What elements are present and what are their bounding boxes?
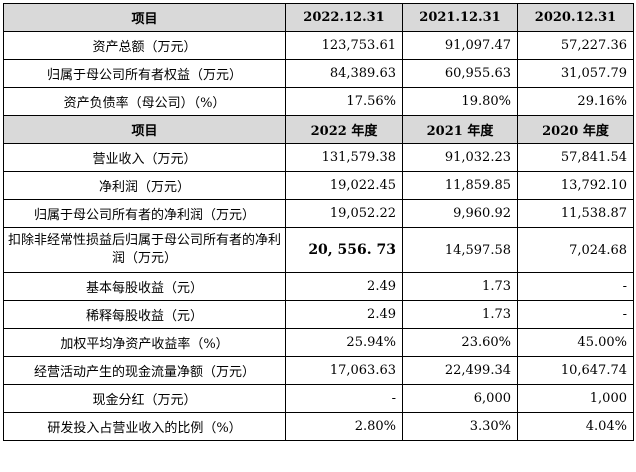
row-label: 经营活动产生的现金流量净额（万元） xyxy=(3,356,286,385)
cell-value: 6,000 xyxy=(402,384,518,413)
table-row: 现金分红（万元） - 6,000 1,000 xyxy=(3,384,634,413)
header-2022-annual: 2022 年度 xyxy=(285,115,403,144)
row-label: 资产总额（万元） xyxy=(3,31,286,60)
table-row: 扣除非经常性损益后归属于母公司所有者的净利润（万元） 20, 556. 73 1… xyxy=(3,227,634,273)
cell-value: 3.30% xyxy=(402,412,518,441)
cell-value: 4.04% xyxy=(517,412,634,441)
cell-value: 29.16% xyxy=(517,87,634,116)
row-label: 加权平均净资产收益率（%） xyxy=(3,328,286,357)
header-2022-12-31: 2022.12.31 xyxy=(285,3,403,32)
row-label: 研发投入占营业收入的比例（%） xyxy=(3,412,286,441)
cell-value: 7,024.68 xyxy=(517,227,634,273)
cell-value: - xyxy=(285,384,403,413)
cell-value: 2.49 xyxy=(285,272,403,301)
header-row-annual: 项目 2022 年度 2021 年度 2020 年度 xyxy=(3,115,634,144)
row-label: 归属于母公司所有者权益（万元） xyxy=(3,59,286,88)
table-row: 资产负债率（母公司）（%） 17.56% 19.80% 29.16% xyxy=(3,87,634,116)
cell-value: 20, 556. 73 xyxy=(285,227,403,273)
financial-summary-table: 项目 2022.12.31 2021.12.31 2020.12.31 资产总额… xyxy=(3,3,634,441)
cell-value: 13,792.10 xyxy=(517,171,634,200)
header-2021-annual: 2021 年度 xyxy=(402,115,518,144)
table-row: 净利润（万元） 19,022.45 11,859.85 13,792.10 xyxy=(3,171,634,200)
table-row: 资产总额（万元） 123,753.61 91,097.47 57,227.36 xyxy=(3,31,634,60)
cell-value: 17,063.63 xyxy=(285,356,403,385)
cell-value: 17.56% xyxy=(285,87,403,116)
cell-value: 19,052.22 xyxy=(285,199,403,228)
cell-value: 11,538.87 xyxy=(517,199,634,228)
cell-value: 14,597.58 xyxy=(402,227,518,273)
cell-value: 22,499.34 xyxy=(402,356,518,385)
table-row: 研发投入占营业收入的比例（%） 2.80% 3.30% 4.04% xyxy=(3,412,634,441)
cell-value: 57,841.54 xyxy=(517,143,634,172)
header-item: 项目 xyxy=(3,3,286,32)
row-label: 扣除非经常性损益后归属于母公司所有者的净利润（万元） xyxy=(3,227,286,273)
row-label: 现金分红（万元） xyxy=(3,384,286,413)
cell-value: 84,389.63 xyxy=(285,59,403,88)
header-row-balance: 项目 2022.12.31 2021.12.31 2020.12.31 xyxy=(3,3,634,32)
cell-value: - xyxy=(517,300,634,329)
cell-value: 57,227.36 xyxy=(517,31,634,60)
row-label: 净利润（万元） xyxy=(3,171,286,200)
header-item: 项目 xyxy=(3,115,286,144)
table-row: 经营活动产生的现金流量净额（万元） 17,063.63 22,499.34 10… xyxy=(3,356,634,385)
cell-value: 25.94% xyxy=(285,328,403,357)
cell-value: 11,859.85 xyxy=(402,171,518,200)
row-label: 基本每股收益（元） xyxy=(3,272,286,301)
header-2020-12-31: 2020.12.31 xyxy=(517,3,634,32)
header-2020-annual: 2020 年度 xyxy=(517,115,634,144)
cell-value: 91,097.47 xyxy=(402,31,518,60)
cell-value: 9,960.92 xyxy=(402,199,518,228)
cell-value: 10,647.74 xyxy=(517,356,634,385)
cell-value: 23.60% xyxy=(402,328,518,357)
cell-value: 45.00% xyxy=(517,328,634,357)
header-2021-12-31: 2021.12.31 xyxy=(402,3,518,32)
cell-value: 60,955.63 xyxy=(402,59,518,88)
cell-value: 1.73 xyxy=(402,300,518,329)
table-row: 基本每股收益（元） 2.49 1.73 - xyxy=(3,272,634,301)
row-label: 稀释每股收益（元） xyxy=(3,300,286,329)
table-row: 加权平均净资产收益率（%） 25.94% 23.60% 45.00% xyxy=(3,328,634,357)
cell-value: 91,032.23 xyxy=(402,143,518,172)
cell-value: 19,022.45 xyxy=(285,171,403,200)
cell-value: 1,000 xyxy=(517,384,634,413)
cell-value: 131,579.38 xyxy=(285,143,403,172)
cell-value: 31,057.79 xyxy=(517,59,634,88)
row-label: 营业收入（万元） xyxy=(3,143,286,172)
row-label: 资产负债率（母公司）（%） xyxy=(3,87,286,116)
table-row: 归属于母公司所有者权益（万元） 84,389.63 60,955.63 31,0… xyxy=(3,59,634,88)
cell-value: - xyxy=(517,272,634,301)
table-row: 营业收入（万元） 131,579.38 91,032.23 57,841.54 xyxy=(3,143,634,172)
cell-value: 2.49 xyxy=(285,300,403,329)
cell-value: 19.80% xyxy=(402,87,518,116)
table-row: 归属于母公司所有者的净利润（万元） 19,052.22 9,960.92 11,… xyxy=(3,199,634,228)
cell-value: 123,753.61 xyxy=(285,31,403,60)
row-label: 归属于母公司所有者的净利润（万元） xyxy=(3,199,286,228)
table-row: 稀释每股收益（元） 2.49 1.73 - xyxy=(3,300,634,329)
cell-value: 2.80% xyxy=(285,412,403,441)
cell-value: 1.73 xyxy=(402,272,518,301)
